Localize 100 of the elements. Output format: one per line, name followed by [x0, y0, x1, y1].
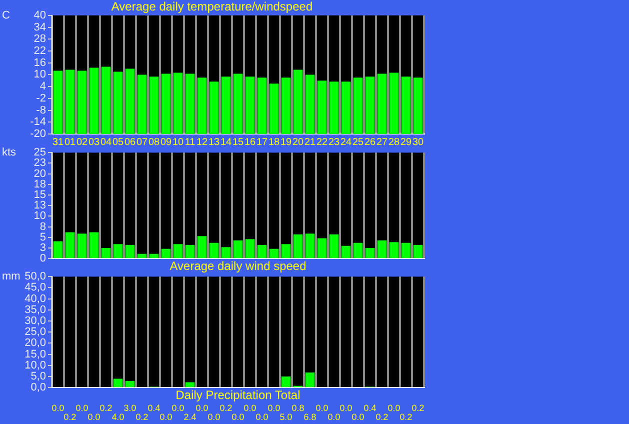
x-tick-label: 21	[304, 136, 316, 148]
bar	[413, 78, 423, 134]
y-tick-label: -2	[36, 92, 46, 104]
data-label: 0.0	[328, 412, 340, 422]
x-tick-label: 15	[232, 136, 244, 148]
bar	[209, 242, 219, 258]
x-tick-label: 31	[52, 136, 64, 148]
data-label: 0.4	[364, 402, 376, 413]
y-tick-label: 5	[40, 231, 46, 244]
bar	[305, 74, 315, 134]
bar	[197, 236, 207, 258]
bar	[293, 70, 303, 134]
x-tick-label: 26	[364, 136, 376, 148]
y-tick-label: 0,0	[30, 382, 46, 394]
bar	[101, 248, 111, 258]
bar	[209, 82, 219, 134]
y-tick-label: 35,0	[24, 304, 46, 316]
y-tick-label: -20	[30, 128, 46, 140]
bar	[89, 68, 99, 134]
bar	[185, 382, 195, 388]
data-label: 0.0	[268, 402, 280, 413]
x-tick-label: 05	[112, 136, 124, 148]
data-label: 0.0	[208, 412, 220, 422]
bar	[341, 246, 351, 258]
bar	[377, 240, 387, 258]
x-tick-label: 02	[76, 136, 88, 148]
data-label: 0.0	[316, 402, 328, 413]
x-axis-title: Daily Precipitation Total	[176, 388, 300, 402]
bar	[329, 82, 339, 134]
bar	[341, 82, 351, 134]
data-label: 0.2	[136, 412, 148, 422]
data-label: 0.2	[376, 412, 388, 422]
bar	[113, 244, 123, 258]
x-tick-label: 18	[268, 136, 280, 148]
bar	[365, 248, 375, 258]
bar	[305, 234, 315, 258]
bar	[65, 70, 75, 134]
data-label: 0.0	[172, 402, 184, 413]
y-tick-label: 10	[34, 68, 46, 81]
x-tick-label: 19	[280, 136, 292, 148]
x-tick-label: 29	[400, 136, 412, 148]
y-tick-label: 15,0	[24, 348, 46, 360]
x-axis-title: Average daily wind speed	[170, 259, 306, 274]
bar	[125, 245, 135, 258]
bar	[113, 378, 123, 388]
x-tick-label: 28	[388, 136, 400, 148]
x-tick-label: 03	[88, 136, 100, 148]
bar	[53, 70, 63, 134]
bar	[197, 78, 207, 134]
x-tick-label: 14	[220, 136, 232, 148]
data-label: 0.2	[400, 412, 412, 422]
data-label: 0.8	[292, 402, 304, 413]
bar	[365, 76, 375, 134]
y-tick-label: 25	[34, 146, 46, 159]
x-tick-label: 09	[160, 136, 172, 148]
y-tick-label: 40,0	[24, 292, 46, 305]
x-tick-label: 08	[148, 136, 160, 148]
y-tick-label: 13	[34, 200, 46, 212]
data-label: 0.0	[52, 402, 64, 413]
data-label: 0.0	[76, 402, 88, 413]
x-tick-label: 13	[208, 136, 220, 148]
data-label: 0.0	[388, 402, 400, 413]
y-axis-title: C	[2, 9, 10, 22]
bar	[257, 245, 267, 258]
y-axis-title: mm	[2, 270, 20, 283]
bar	[149, 254, 159, 258]
bar	[389, 242, 399, 258]
bar	[161, 74, 171, 134]
x-tick-label: 27	[376, 136, 388, 148]
bar	[281, 244, 291, 258]
y-tick-label: -8	[36, 104, 46, 116]
bar	[65, 232, 75, 258]
bar	[269, 248, 279, 258]
bar	[77, 70, 87, 134]
bar	[221, 76, 231, 134]
data-label: 0.2	[100, 402, 112, 413]
y-tick-label: 20	[34, 168, 46, 180]
y-tick-label: 10	[34, 210, 46, 222]
bar	[173, 244, 183, 258]
data-label: 0.0	[340, 402, 352, 413]
data-label: 6.8	[304, 412, 316, 422]
bar	[269, 84, 279, 134]
bar	[185, 245, 195, 258]
bar	[137, 254, 147, 258]
data-label: 0.0	[244, 402, 256, 413]
bar	[377, 74, 387, 134]
data-label: 0.0	[196, 402, 208, 413]
x-tick-label: 16	[244, 136, 256, 148]
data-label: 0.2	[64, 412, 76, 422]
y-tick-label: 23	[34, 157, 46, 170]
bar	[329, 234, 339, 258]
y-tick-label: 15	[34, 189, 46, 202]
bar	[161, 248, 171, 258]
bar	[101, 66, 111, 134]
bar	[233, 74, 243, 134]
bar	[353, 242, 363, 258]
bar	[245, 76, 255, 134]
y-tick-label: 5,0	[30, 370, 46, 383]
x-tick-label: 24	[340, 136, 352, 148]
y-tick-label: 22	[34, 45, 46, 58]
